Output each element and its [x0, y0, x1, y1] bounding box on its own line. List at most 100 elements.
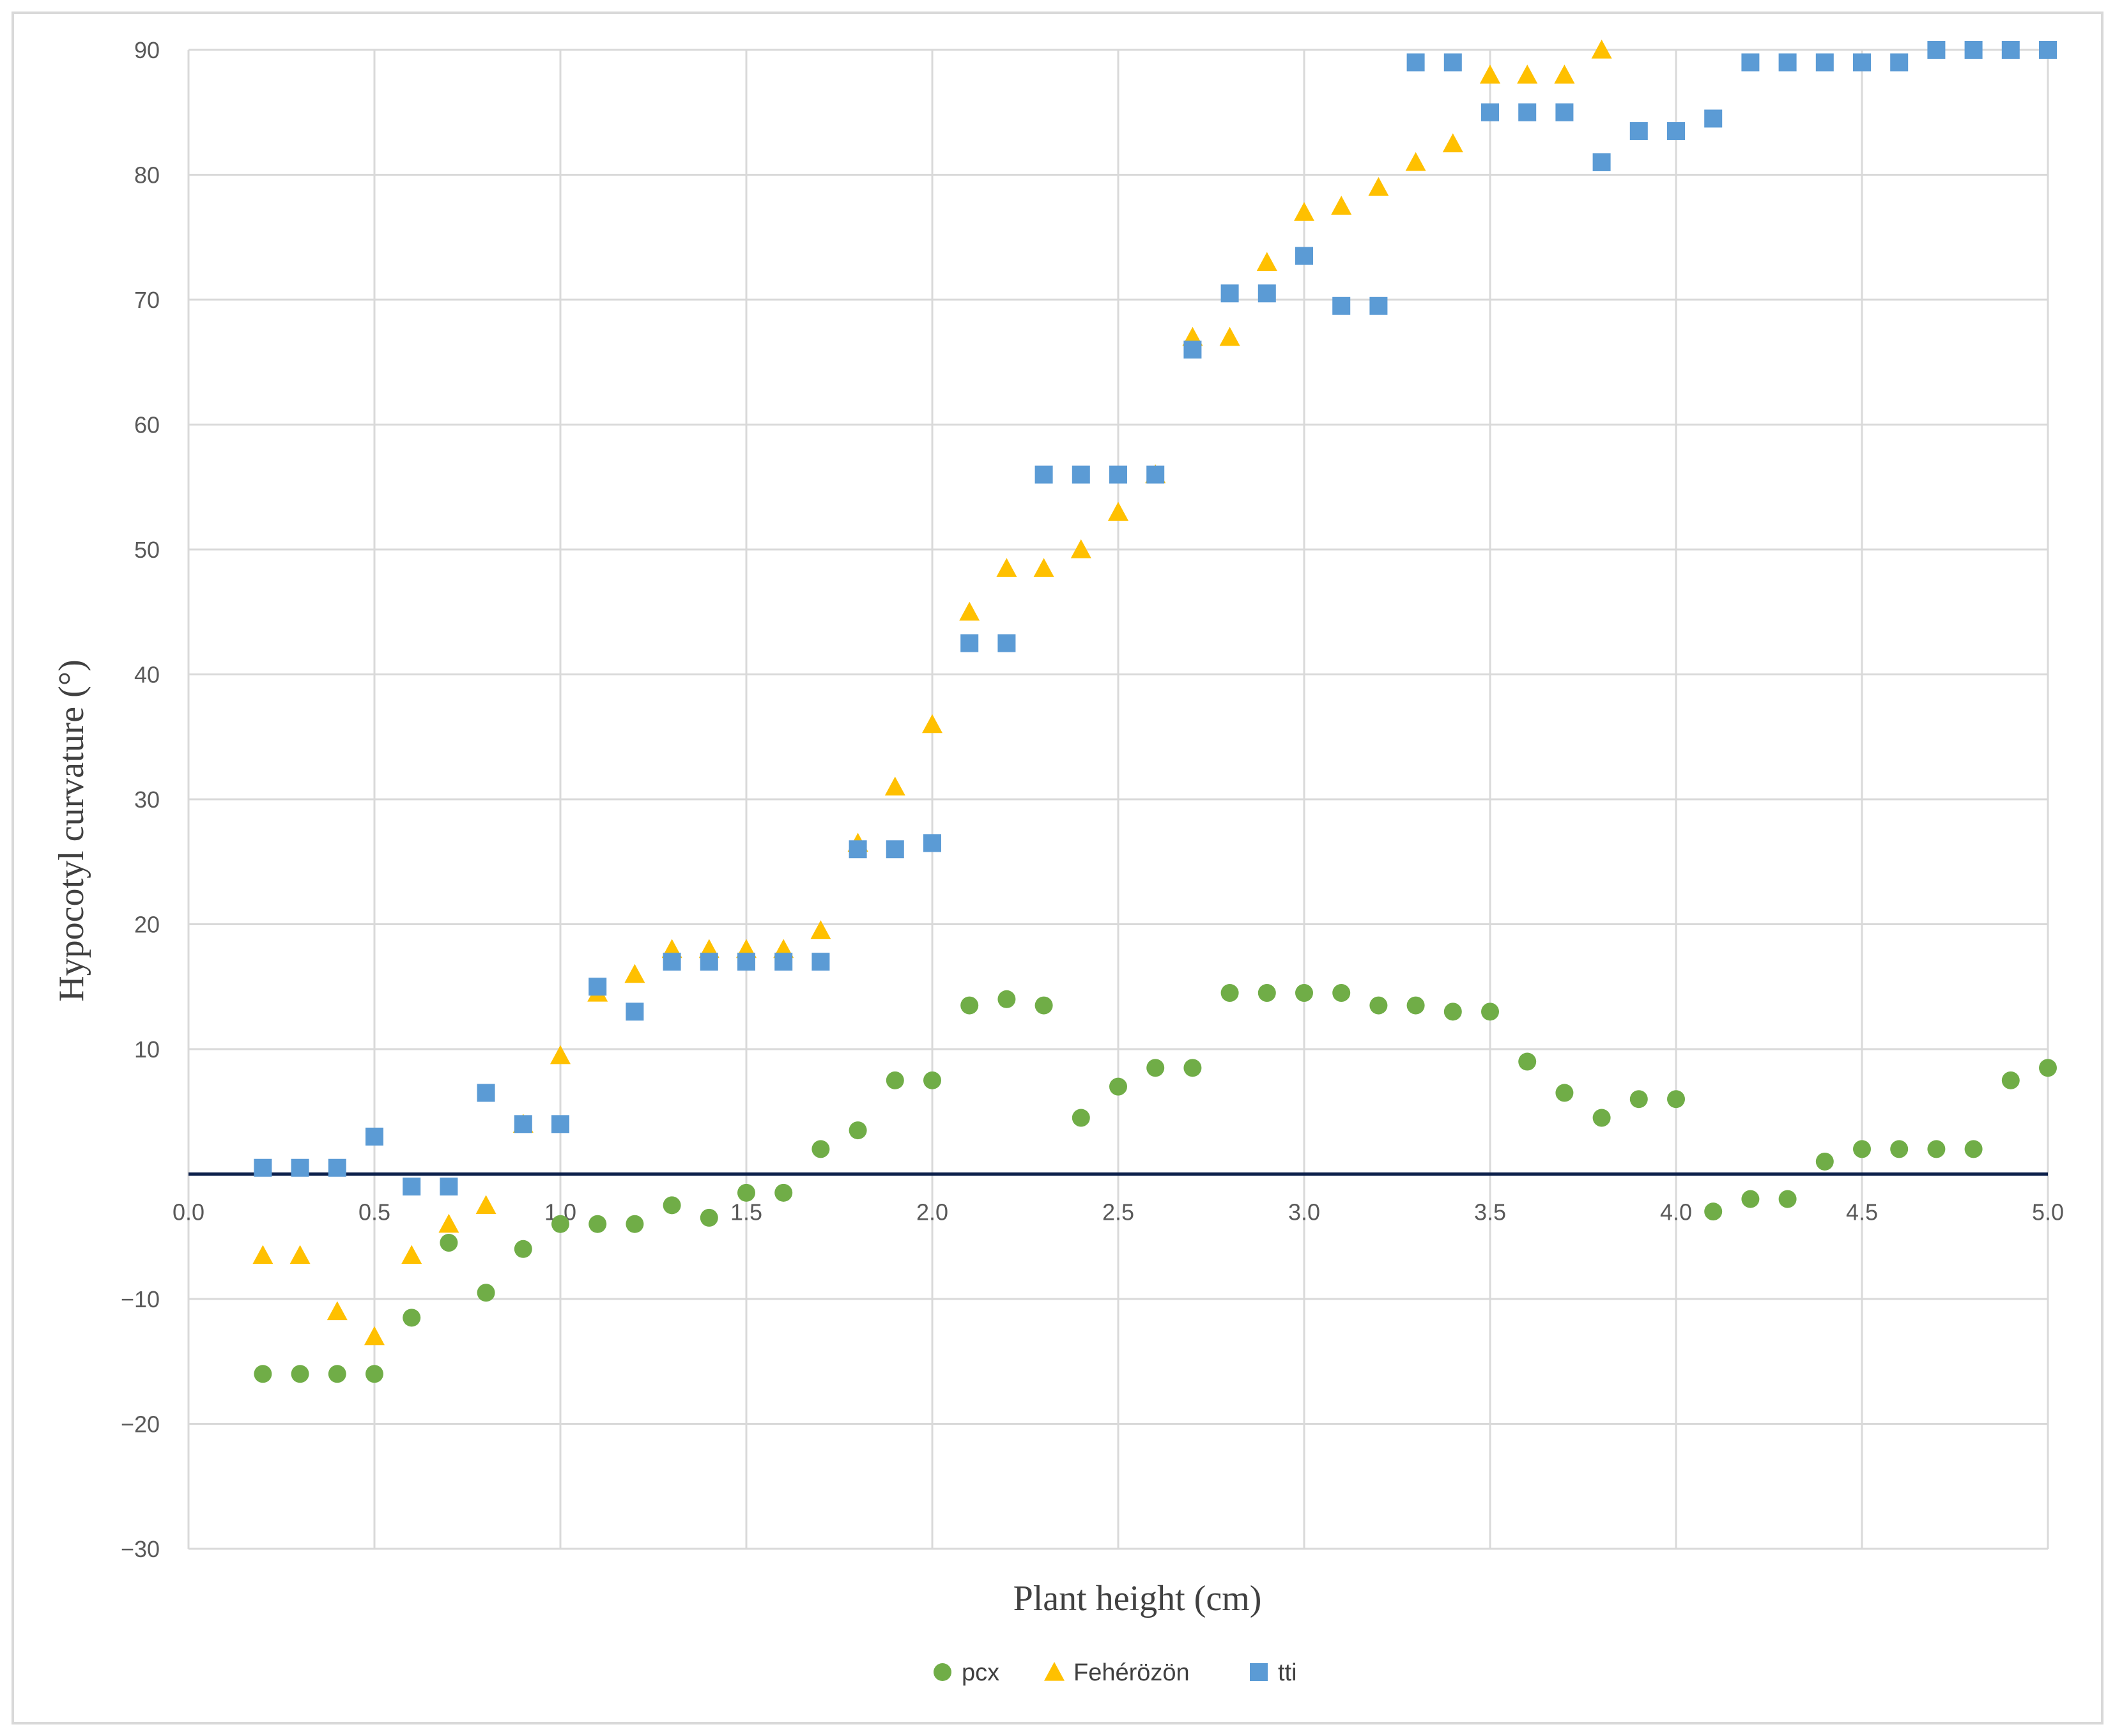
data-point [1368, 177, 1389, 196]
data-point [1034, 996, 1053, 1015]
data-point [997, 990, 1016, 1008]
data-point [960, 996, 979, 1015]
y-axis-title: Hypocotyl curvature (°) [52, 659, 91, 1002]
data-point [1741, 1190, 1760, 1208]
x-tick-label: 2.5 [1102, 1199, 1134, 1225]
legend-item: tti [1250, 1659, 1297, 1686]
legend-item: Fehérözön [1044, 1659, 1190, 1686]
data-point [1890, 53, 1909, 72]
data-point [551, 1215, 569, 1233]
data-point [1890, 1140, 1909, 1158]
data-point [923, 1071, 941, 1089]
data-point [700, 953, 718, 971]
x-tick-label: 0.0 [173, 1199, 204, 1225]
data-point [475, 1195, 496, 1214]
data-point [328, 1158, 346, 1177]
data-point [401, 1245, 422, 1264]
data-point [254, 1158, 272, 1177]
data-point [1964, 1140, 1983, 1158]
data-point [663, 953, 681, 971]
y-tick-label: 80 [134, 162, 160, 188]
data-point [1592, 153, 1611, 171]
data-point [588, 978, 607, 996]
data-point [1332, 296, 1351, 315]
data-point [886, 840, 904, 859]
series-circle [254, 984, 2057, 1383]
data-point [440, 1178, 458, 1196]
data-point [1256, 252, 1277, 271]
y-tick-label: 90 [134, 37, 160, 63]
data-point [626, 1215, 644, 1233]
data-point [1554, 65, 1575, 84]
legend-label: pcx [962, 1659, 999, 1686]
data-point [364, 1326, 385, 1346]
data-point [1667, 1090, 1685, 1109]
gridlines [187, 49, 2049, 1550]
data-point [1146, 465, 1165, 484]
data-point [1406, 996, 1425, 1015]
data-point [1815, 53, 1834, 72]
data-point [1108, 502, 1128, 521]
data-point [1034, 465, 1053, 484]
x-tick-label: 3.5 [1474, 1199, 1506, 1225]
data-point [1704, 109, 1723, 128]
data-point [1555, 1084, 1574, 1102]
data-point [1072, 1109, 1090, 1127]
x-tick-label: 5.0 [2032, 1199, 2064, 1225]
data-point [1555, 103, 1574, 121]
data-point [1629, 122, 1648, 141]
data-point [1257, 984, 1276, 1002]
data-point [1704, 1202, 1723, 1221]
data-point [1033, 558, 1054, 577]
x-tick-label: 4.0 [1660, 1199, 1692, 1225]
data-point [884, 776, 905, 796]
y-tick-label: −20 [121, 1411, 160, 1438]
data-point [1629, 1090, 1648, 1109]
data-point [997, 634, 1016, 652]
data-point [514, 1240, 532, 1258]
data-point [1518, 103, 1537, 121]
data-point [1667, 122, 1685, 141]
data-point [1927, 1140, 1946, 1158]
data-point [1964, 41, 1983, 59]
data-point [1406, 53, 1425, 72]
legend-label: Fehérözön [1073, 1659, 1190, 1686]
x-tick-label: 3.0 [1288, 1199, 1320, 1225]
data-point [811, 1140, 830, 1158]
data-point [996, 558, 1017, 577]
data-point [1369, 996, 1388, 1015]
data-point [1927, 41, 1946, 59]
data-point [252, 1245, 273, 1264]
data-point [1778, 1190, 1797, 1208]
data-point [774, 1183, 793, 1202]
data-point [1332, 984, 1351, 1002]
data-point [737, 1183, 755, 1202]
x-axis-title: Plant height (cm) [1013, 1579, 1262, 1618]
data-point [2039, 41, 2057, 59]
x-tick-label: 2.0 [916, 1199, 948, 1225]
data-point [1518, 1052, 1537, 1071]
data-point [1072, 465, 1090, 484]
data-point [810, 920, 831, 939]
data-point [1146, 1059, 1165, 1077]
data-point [289, 1245, 311, 1264]
data-point [1517, 65, 1538, 84]
data-point [1481, 103, 1499, 121]
legend-label: tti [1278, 1659, 1297, 1686]
data-point [1481, 1002, 1499, 1021]
data-point [1741, 53, 1760, 72]
data-point [663, 1196, 681, 1215]
data-point [1257, 284, 1276, 303]
y-tick-label: 30 [134, 787, 160, 813]
legend-marker [934, 1663, 951, 1681]
data-point [327, 1301, 348, 1321]
data-point [737, 953, 755, 971]
data-point [1183, 1059, 1202, 1077]
data-point [365, 1127, 383, 1146]
data-point [1294, 202, 1314, 221]
data-point [438, 1213, 459, 1233]
data-point [923, 834, 941, 852]
data-point [1480, 65, 1500, 84]
x-tick-label: 4.5 [1846, 1199, 1878, 1225]
